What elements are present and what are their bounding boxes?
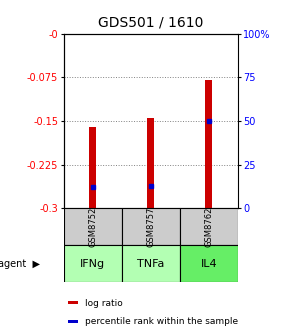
Bar	[122, 208, 180, 245]
Text: IFNg: IFNg	[80, 259, 105, 269]
Bar	[180, 208, 238, 245]
Text: agent  ▶: agent ▶	[0, 259, 40, 269]
Bar	[89, 127, 96, 208]
Title: GDS501 / 1610: GDS501 / 1610	[98, 16, 204, 30]
Bar	[64, 245, 122, 282]
Text: GSM8757: GSM8757	[146, 207, 155, 247]
Bar	[68, 320, 78, 323]
Bar	[205, 80, 212, 208]
Bar	[64, 208, 122, 245]
Text: TNFa: TNFa	[137, 259, 164, 269]
Text: percentile rank within the sample: percentile rank within the sample	[85, 317, 238, 326]
Text: IL4: IL4	[200, 259, 217, 269]
Bar	[180, 245, 238, 282]
Text: log ratio: log ratio	[85, 298, 122, 307]
Bar	[68, 301, 78, 304]
Bar	[122, 245, 180, 282]
Bar	[147, 118, 154, 208]
Text: GSM8752: GSM8752	[88, 207, 97, 247]
Text: GSM8762: GSM8762	[204, 207, 213, 247]
